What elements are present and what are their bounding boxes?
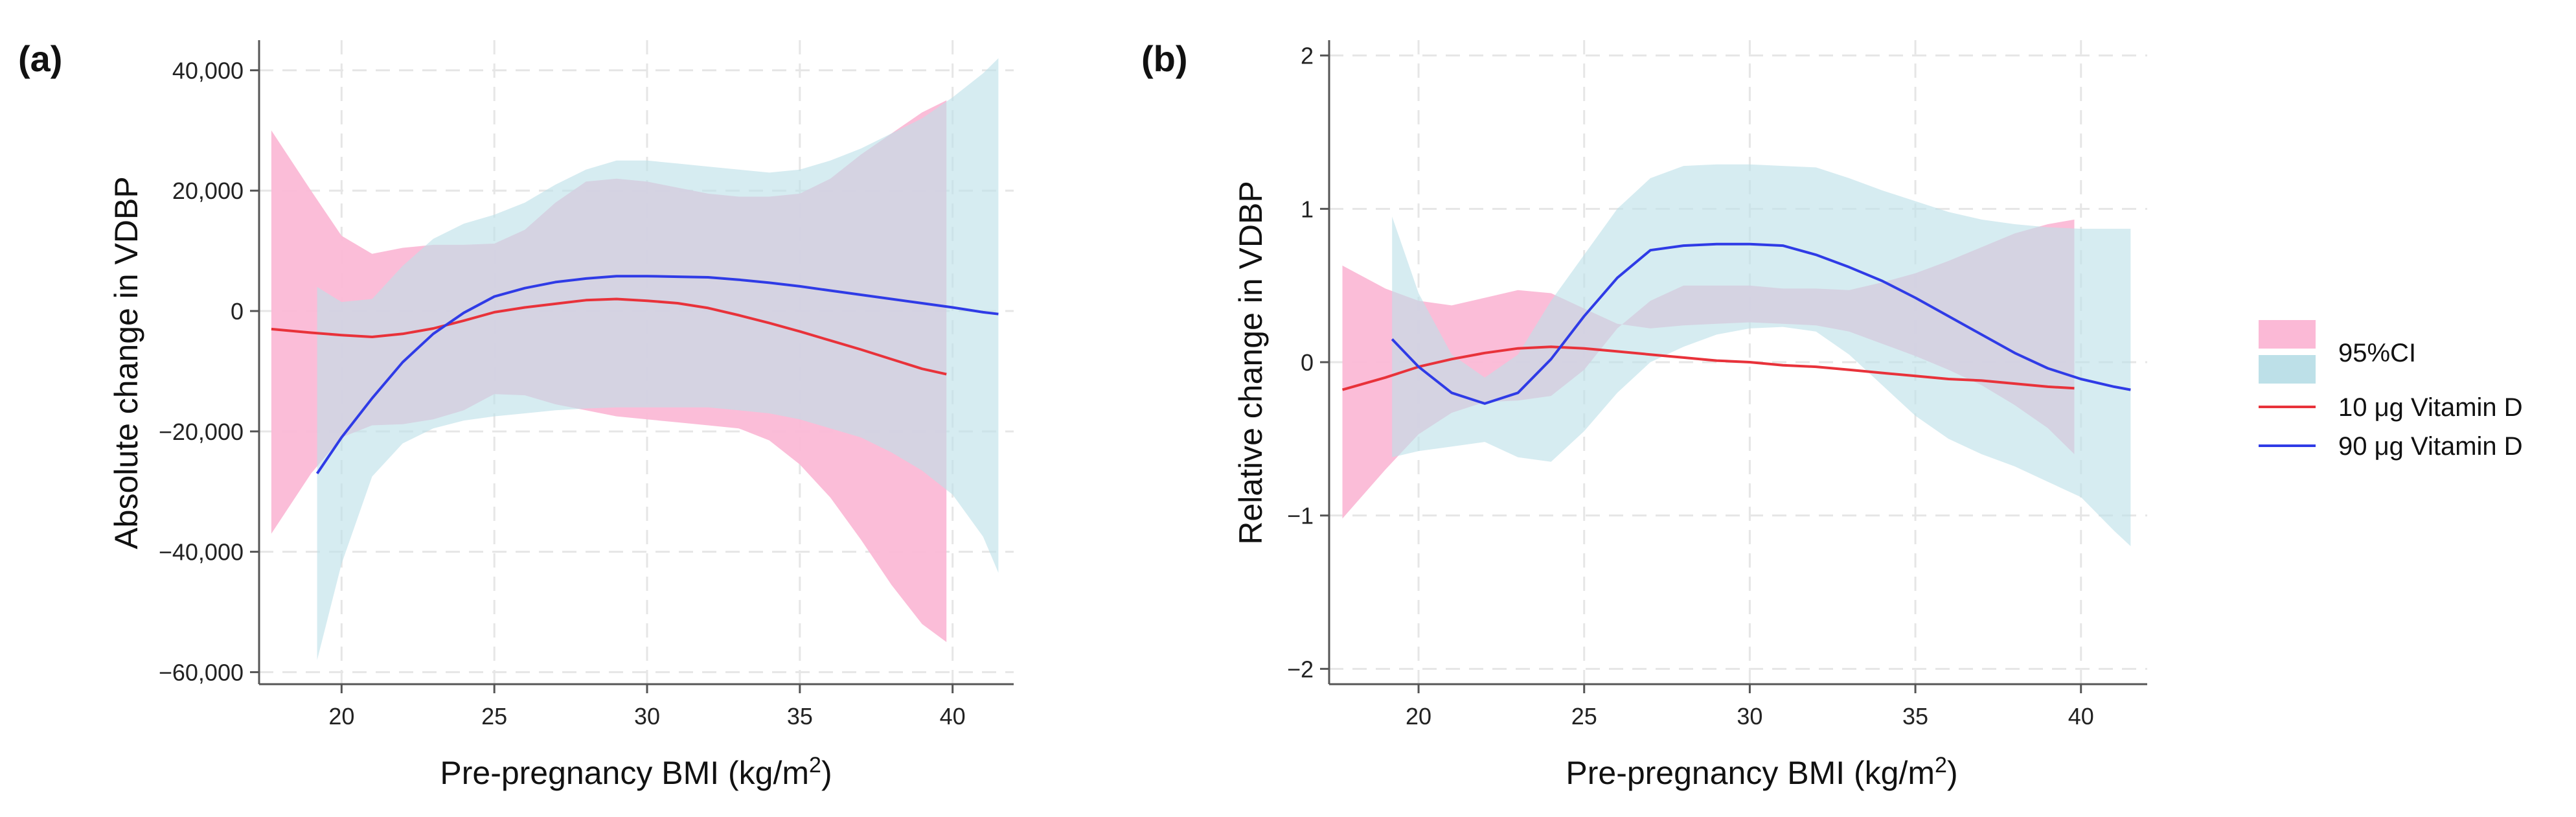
panel-b-x-axis-title-sup: 2 bbox=[1935, 753, 1947, 777]
panel-a-y-tick-label-1: −40,000 bbox=[159, 539, 244, 566]
panel-a-y-tick-label-5: 40,000 bbox=[172, 57, 244, 84]
panel-b-y-tick-label-4: 2 bbox=[1301, 43, 1314, 69]
panel-b-y-tick-label-3: 1 bbox=[1301, 196, 1314, 222]
panel-b-x-tick-label-0: 20 bbox=[1406, 703, 1431, 730]
panel-a-x-tick-label-0: 20 bbox=[328, 703, 354, 730]
panel-b-x-tick-label-4: 40 bbox=[2068, 703, 2094, 730]
panel-a-x-axis-title-main: Pre-pregnancy BMI (kg/m bbox=[440, 755, 809, 791]
panel-a-y-tick-label-3: 0 bbox=[231, 298, 244, 325]
panel-a-label: (a) bbox=[18, 38, 62, 79]
legend-swatch-ci-90 bbox=[2259, 355, 2316, 384]
panel-a-x-axis-title: Pre-pregnancy BMI (kg/m2) bbox=[440, 753, 832, 791]
panel-a-ticks: 20 25 30 35 40 −60,000 −40,000 −20,000 0 20,000 40… bbox=[159, 57, 966, 730]
legend-ci-label: 95%CI bbox=[2338, 339, 2416, 367]
panel-a-x-tick-label-1: 25 bbox=[481, 703, 507, 730]
panel-a-ci-band-90ug bbox=[317, 58, 999, 660]
panel-b-x-axis-title-main: Pre-pregnancy BMI (kg/m bbox=[1566, 755, 1935, 791]
panel-a-x-axis-title-end: ) bbox=[821, 755, 832, 791]
panel-a-y-tick-label-0: −60,000 bbox=[159, 659, 244, 685]
panel-b-y-tick-label-1: −1 bbox=[1287, 503, 1314, 529]
panel-b-line-10ug bbox=[1341, 345, 2075, 391]
panel-b-ci-band-90ug bbox=[1392, 164, 2131, 546]
panel-b-series bbox=[1341, 164, 2131, 546]
panel-b-line-90ug bbox=[1391, 242, 2131, 405]
panel-b-y-axis-title: Relative change in VDBP bbox=[1233, 181, 1269, 544]
legend-line-90-label: 90 μg Vitamin D bbox=[2338, 432, 2523, 461]
panel-a: (a) 20 25 30 35 40 −60,000 −40,000 −20,000 0 20,0… bbox=[18, 38, 1014, 791]
panel-a-x-tick-label-2: 30 bbox=[634, 703, 660, 730]
legend: 95%CI 10 μg Vitamin D 90 μg Vitamin D bbox=[2259, 320, 2523, 461]
panel-a-x-tick-label-4: 40 bbox=[940, 703, 966, 730]
panel-b-y-tick-label-0: −2 bbox=[1287, 656, 1314, 682]
panel-b-ticks: 20 25 30 35 40 −2 −1 0 1 2 bbox=[1287, 43, 2094, 730]
panel-a-line-10ug bbox=[271, 297, 947, 376]
panel-a-line-90ug bbox=[315, 275, 999, 475]
panel-a-x-tick-label-3: 35 bbox=[787, 703, 813, 730]
legend-swatch-ci-10 bbox=[2259, 320, 2316, 349]
panel-b-x-tick-label-3: 35 bbox=[1902, 703, 1928, 730]
panel-b-label: (b) bbox=[1141, 38, 1188, 79]
panel-a-y-tick-label-4: 20,000 bbox=[172, 178, 244, 204]
panel-b-y-tick-label-2: 0 bbox=[1301, 349, 1314, 376]
panel-b: (b) 20 25 30 35 40 −2 −1 0 1 2 Relative change in… bbox=[1141, 38, 2147, 791]
panel-a-y-tick-label-2: −20,000 bbox=[159, 419, 244, 445]
panel-a-y-axis-title: Absolute change in VDBP bbox=[108, 176, 144, 549]
panel-b-x-tick-label-2: 30 bbox=[1737, 703, 1762, 730]
legend-line-10-label: 10 μg Vitamin D bbox=[2338, 393, 2523, 422]
panel-a-axes bbox=[258, 40, 1014, 685]
panel-b-x-axis-title-end: ) bbox=[1947, 755, 1958, 791]
panel-b-x-tick-label-1: 25 bbox=[1571, 703, 1597, 730]
panel-a-series bbox=[271, 58, 999, 660]
panel-b-x-axis-title: Pre-pregnancy BMI (kg/m2) bbox=[1566, 753, 1957, 791]
panel-a-x-axis-title-sup: 2 bbox=[809, 753, 821, 777]
